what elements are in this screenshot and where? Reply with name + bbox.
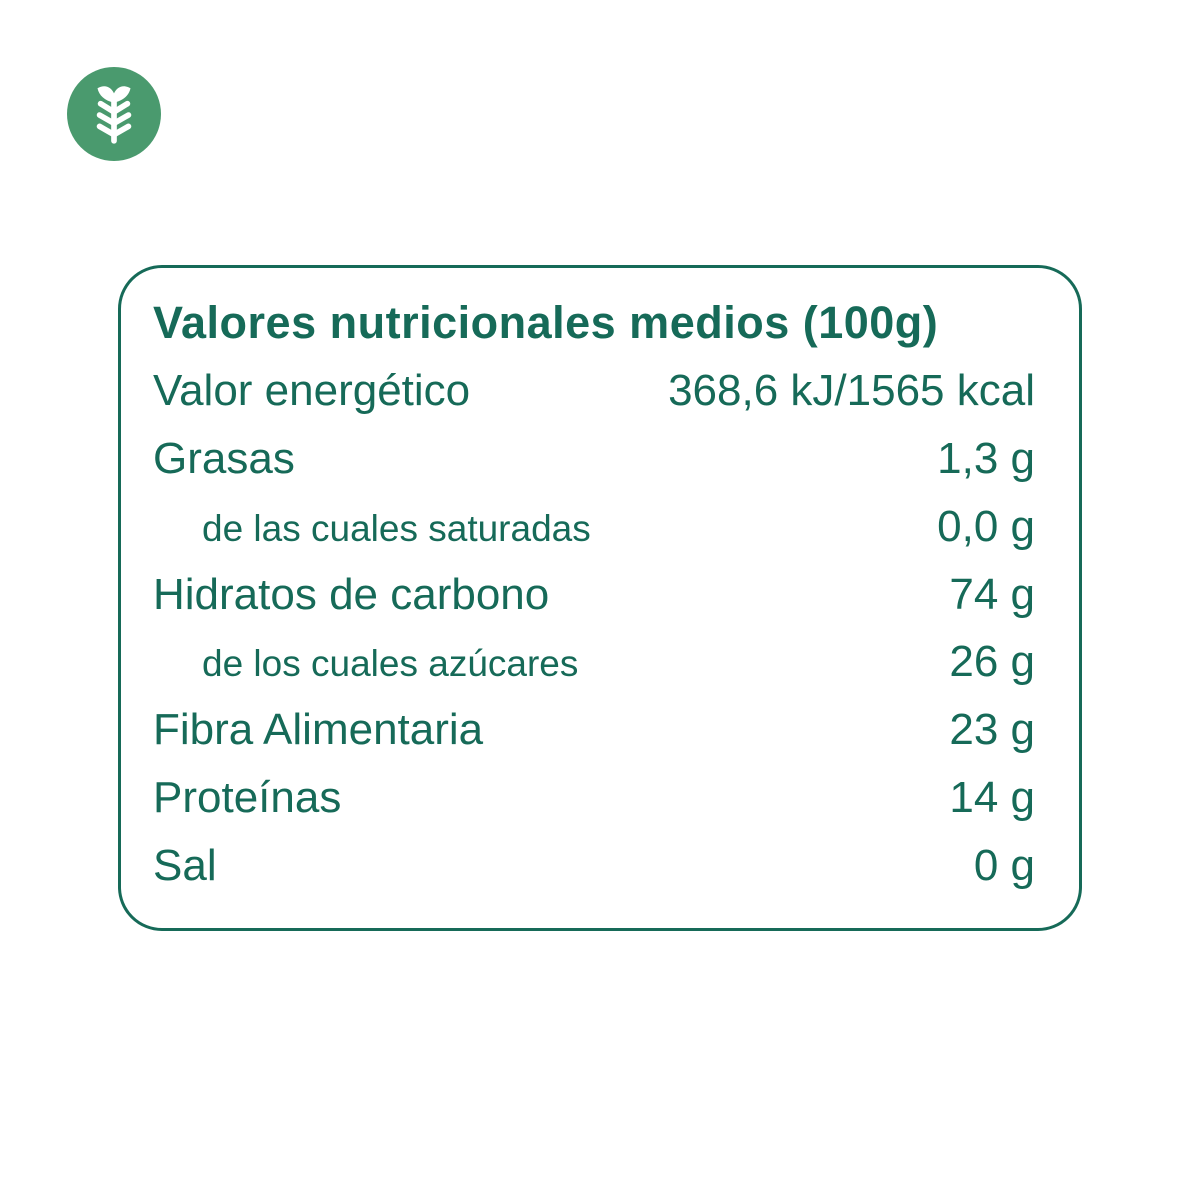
nutrient-label: de las cuales saturadas <box>202 507 591 549</box>
nutrient-value: 0 g <box>973 841 1035 891</box>
nutrition-row: Hidratos de carbono 74 g <box>153 561 1035 629</box>
brand-logo <box>67 67 161 161</box>
nutrient-label: de los cuales azúcares <box>202 643 579 685</box>
nutrient-label: Valor energético <box>153 365 471 415</box>
nutrition-rows: Valor energético 368,6 kJ/1565 kcal Gras… <box>153 357 1035 900</box>
nutrient-label: Sal <box>153 841 217 891</box>
nutrition-row: de las cuales saturadas 0,0 g <box>153 493 1035 561</box>
nutrient-value: 23 g <box>949 705 1035 755</box>
nutrient-value: 368,6 kJ/1565 kcal <box>668 365 1035 415</box>
nutrient-label: Fibra Alimentaria <box>153 705 484 755</box>
nutrient-value: 14 g <box>949 773 1035 823</box>
nutrition-row: Sal 0 g <box>153 832 1035 900</box>
nutrition-row: Grasas 1,3 g <box>153 425 1035 493</box>
nutrition-row: Proteínas 14 g <box>153 764 1035 832</box>
nutrition-row: Valor energético 368,6 kJ/1565 kcal <box>153 357 1035 425</box>
nutrient-label: Proteínas <box>153 773 342 823</box>
nutrient-value: 74 g <box>949 569 1035 619</box>
nutrition-row: de los cuales azúcares 26 g <box>153 628 1035 696</box>
card-title: Valores nutricionales medios (100g) <box>153 297 939 348</box>
wheat-icon <box>96 86 132 144</box>
nutrition-facts-card: Valores nutricionales medios (100g) Valo… <box>118 265 1082 931</box>
nutrition-row: Fibra Alimentaria 23 g <box>153 696 1035 764</box>
nutrient-value: 1,3 g <box>937 433 1035 483</box>
nutrient-value: 0,0 g <box>937 501 1035 551</box>
nutrient-label: Grasas <box>153 433 295 483</box>
nutrient-value: 26 g <box>949 637 1035 687</box>
nutrient-label: Hidratos de carbono <box>153 569 550 619</box>
